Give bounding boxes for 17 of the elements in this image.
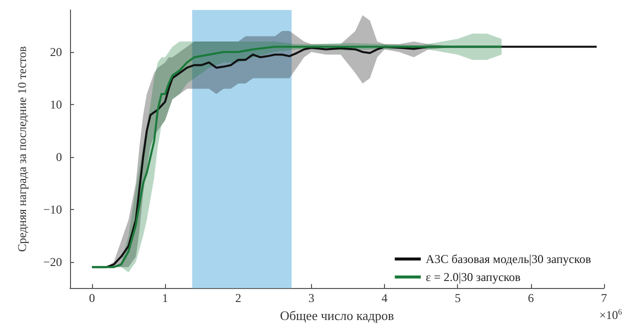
y-axis-title: Средняя награда за последние 10 тестов — [15, 46, 29, 252]
x-tick-label: 0 — [88, 291, 95, 306]
y-tick-label: 10 — [50, 97, 62, 112]
x-tick-label: 2 — [235, 291, 242, 306]
x-tick-label: 7 — [601, 291, 607, 306]
x-tick-label: 6 — [528, 291, 534, 306]
x-tick-label: 4 — [382, 291, 388, 306]
legend-label: ε = 2.0|30 запусков — [426, 270, 521, 284]
x-tick-label: 1 — [162, 291, 168, 306]
legend-label: A3C базовая модель|30 запусков — [426, 252, 592, 266]
y-tick-label: −20 — [43, 254, 62, 269]
y-tick-label: −10 — [43, 202, 62, 216]
x-tick-label: 5 — [454, 291, 461, 306]
x-axis-title: Общее число кадров — [280, 308, 394, 323]
x-tick-label: 3 — [308, 291, 314, 306]
y-tick-label: 0 — [56, 150, 62, 164]
y-tick-label: 20 — [50, 44, 62, 59]
